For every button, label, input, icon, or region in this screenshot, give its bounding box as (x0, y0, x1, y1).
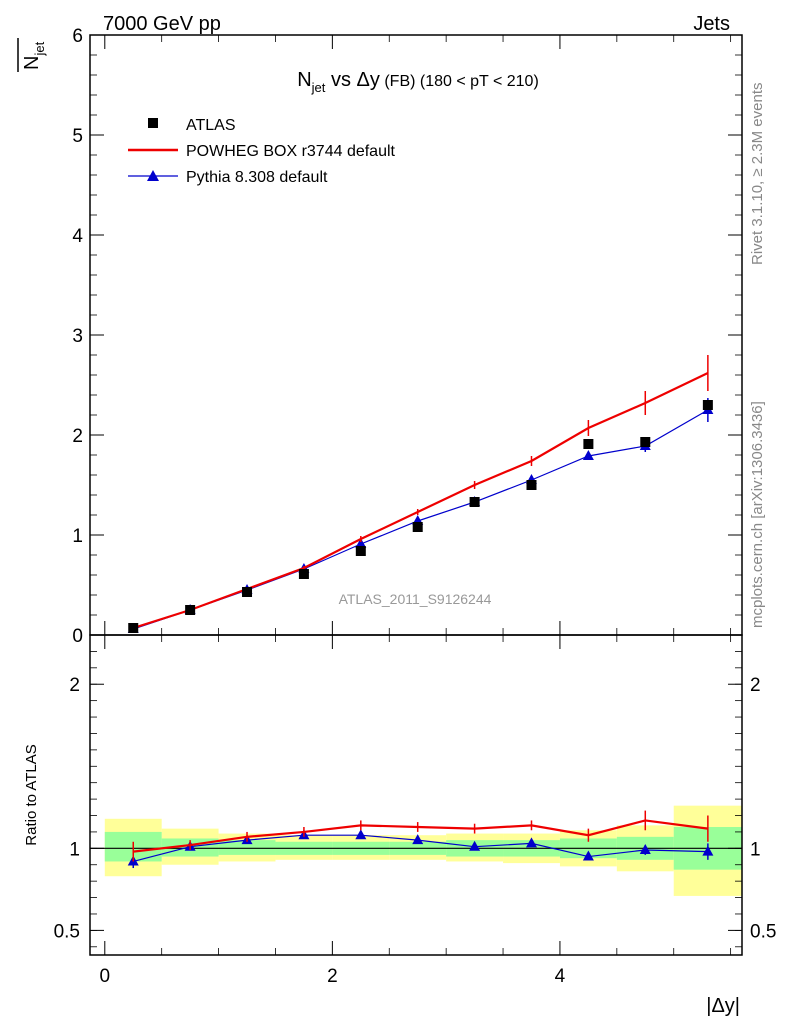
ratio-ytick-label-1: 1 (69, 839, 80, 860)
ratio-xtick-label-1: 2 (327, 966, 338, 987)
main-ylabel: Njet (17, 38, 47, 72)
main-ytick-label-6: 6 (72, 26, 83, 47)
ratio-pythia-point-4 (355, 829, 367, 840)
analysis-watermark: ATLAS_2011_S9126244 (339, 591, 492, 607)
main-ytick-label-0: 0 (72, 626, 83, 647)
main-atlas-point-2 (242, 587, 253, 597)
ratio-ytick-label-0: 0.5 (54, 921, 80, 942)
plot-title: Njet vs Δy (FB) (180 < pT < 210) (297, 69, 539, 95)
main-atlas-point-10 (702, 400, 713, 410)
main-ytick-label-5: 5 (72, 126, 83, 147)
ratio-ylabel: Ratio to ATLAS (23, 744, 40, 845)
main-atlas-point-8 (583, 439, 594, 449)
ratio-pythia-point-6 (469, 840, 481, 851)
x-axis-label: |Δy| (706, 995, 740, 1017)
legend: ATLAS POWHEG BOX r3744 default Pythia 8.… (128, 117, 396, 186)
ratio-ytick-label-right-0: 0.5 (750, 921, 776, 942)
ratio-band-inner-2 (218, 840, 276, 855)
main-ytick-label-3: 3 (72, 326, 83, 347)
ratio-ytick-label-right-1: 1 (750, 839, 761, 860)
ratio-xtick-label-0: 0 (100, 966, 111, 987)
ratio-pythia-point-9 (639, 843, 651, 854)
main-atlas-point-5 (412, 522, 423, 532)
main-ytick-label-1: 1 (72, 526, 83, 547)
main-atlas-point-1 (185, 605, 196, 615)
ratio-ytick-label-right-2: 2 (750, 675, 761, 696)
header-energy-label: 7000 GeV pp (103, 13, 221, 35)
main-pythia-point-8 (582, 450, 594, 460)
plot-layer: 0 1 2 3 4 5 6 0.5 0.5 1 1 2 2 0 2 4 (54, 26, 777, 987)
ratio-pythia-point-10 (702, 845, 714, 856)
legend-marker-pythia (147, 170, 159, 181)
main-ylabel-sub: jet (32, 41, 47, 56)
main-atlas-point-6 (469, 497, 480, 507)
legend-label-powheg: POWHEG BOX r3744 default (186, 143, 396, 160)
main-ytick-label-2: 2 (72, 426, 83, 447)
main-atlas-point-4 (355, 546, 366, 556)
ratio-pythia-point-5 (412, 834, 424, 845)
main-powheg-line (132, 372, 709, 630)
header-process-label: Jets (693, 13, 730, 35)
legend-label-atlas: ATLAS (186, 117, 236, 134)
main-atlas-point-3 (298, 569, 309, 579)
legend-marker-atlas (148, 118, 158, 128)
ratio-ytick-label-2: 2 (69, 675, 80, 696)
ratio-plot-frame (89, 634, 743, 956)
rivet-label: Rivet 3.1.10, ≥ 2.3M events (749, 83, 766, 266)
mcplots-label: mcplots.cern.ch [arXiv:1306.3436] (749, 401, 766, 628)
main-atlas-point-9 (640, 437, 651, 447)
main-atlas-point-0 (128, 623, 139, 633)
main-pythia-point-4 (355, 538, 367, 548)
legend-label-pythia: Pythia 8.308 default (186, 169, 328, 186)
main-ylabel-n: N (21, 56, 43, 70)
ratio-pythia-point-7 (525, 837, 537, 848)
svg-text:Njet: Njet (21, 41, 47, 70)
main-atlas-point-7 (526, 480, 537, 490)
main-ytick-label-4: 4 (72, 226, 83, 247)
ratio-xtick-label-2: 4 (555, 966, 566, 987)
ratio-pythia-point-8 (582, 850, 594, 861)
